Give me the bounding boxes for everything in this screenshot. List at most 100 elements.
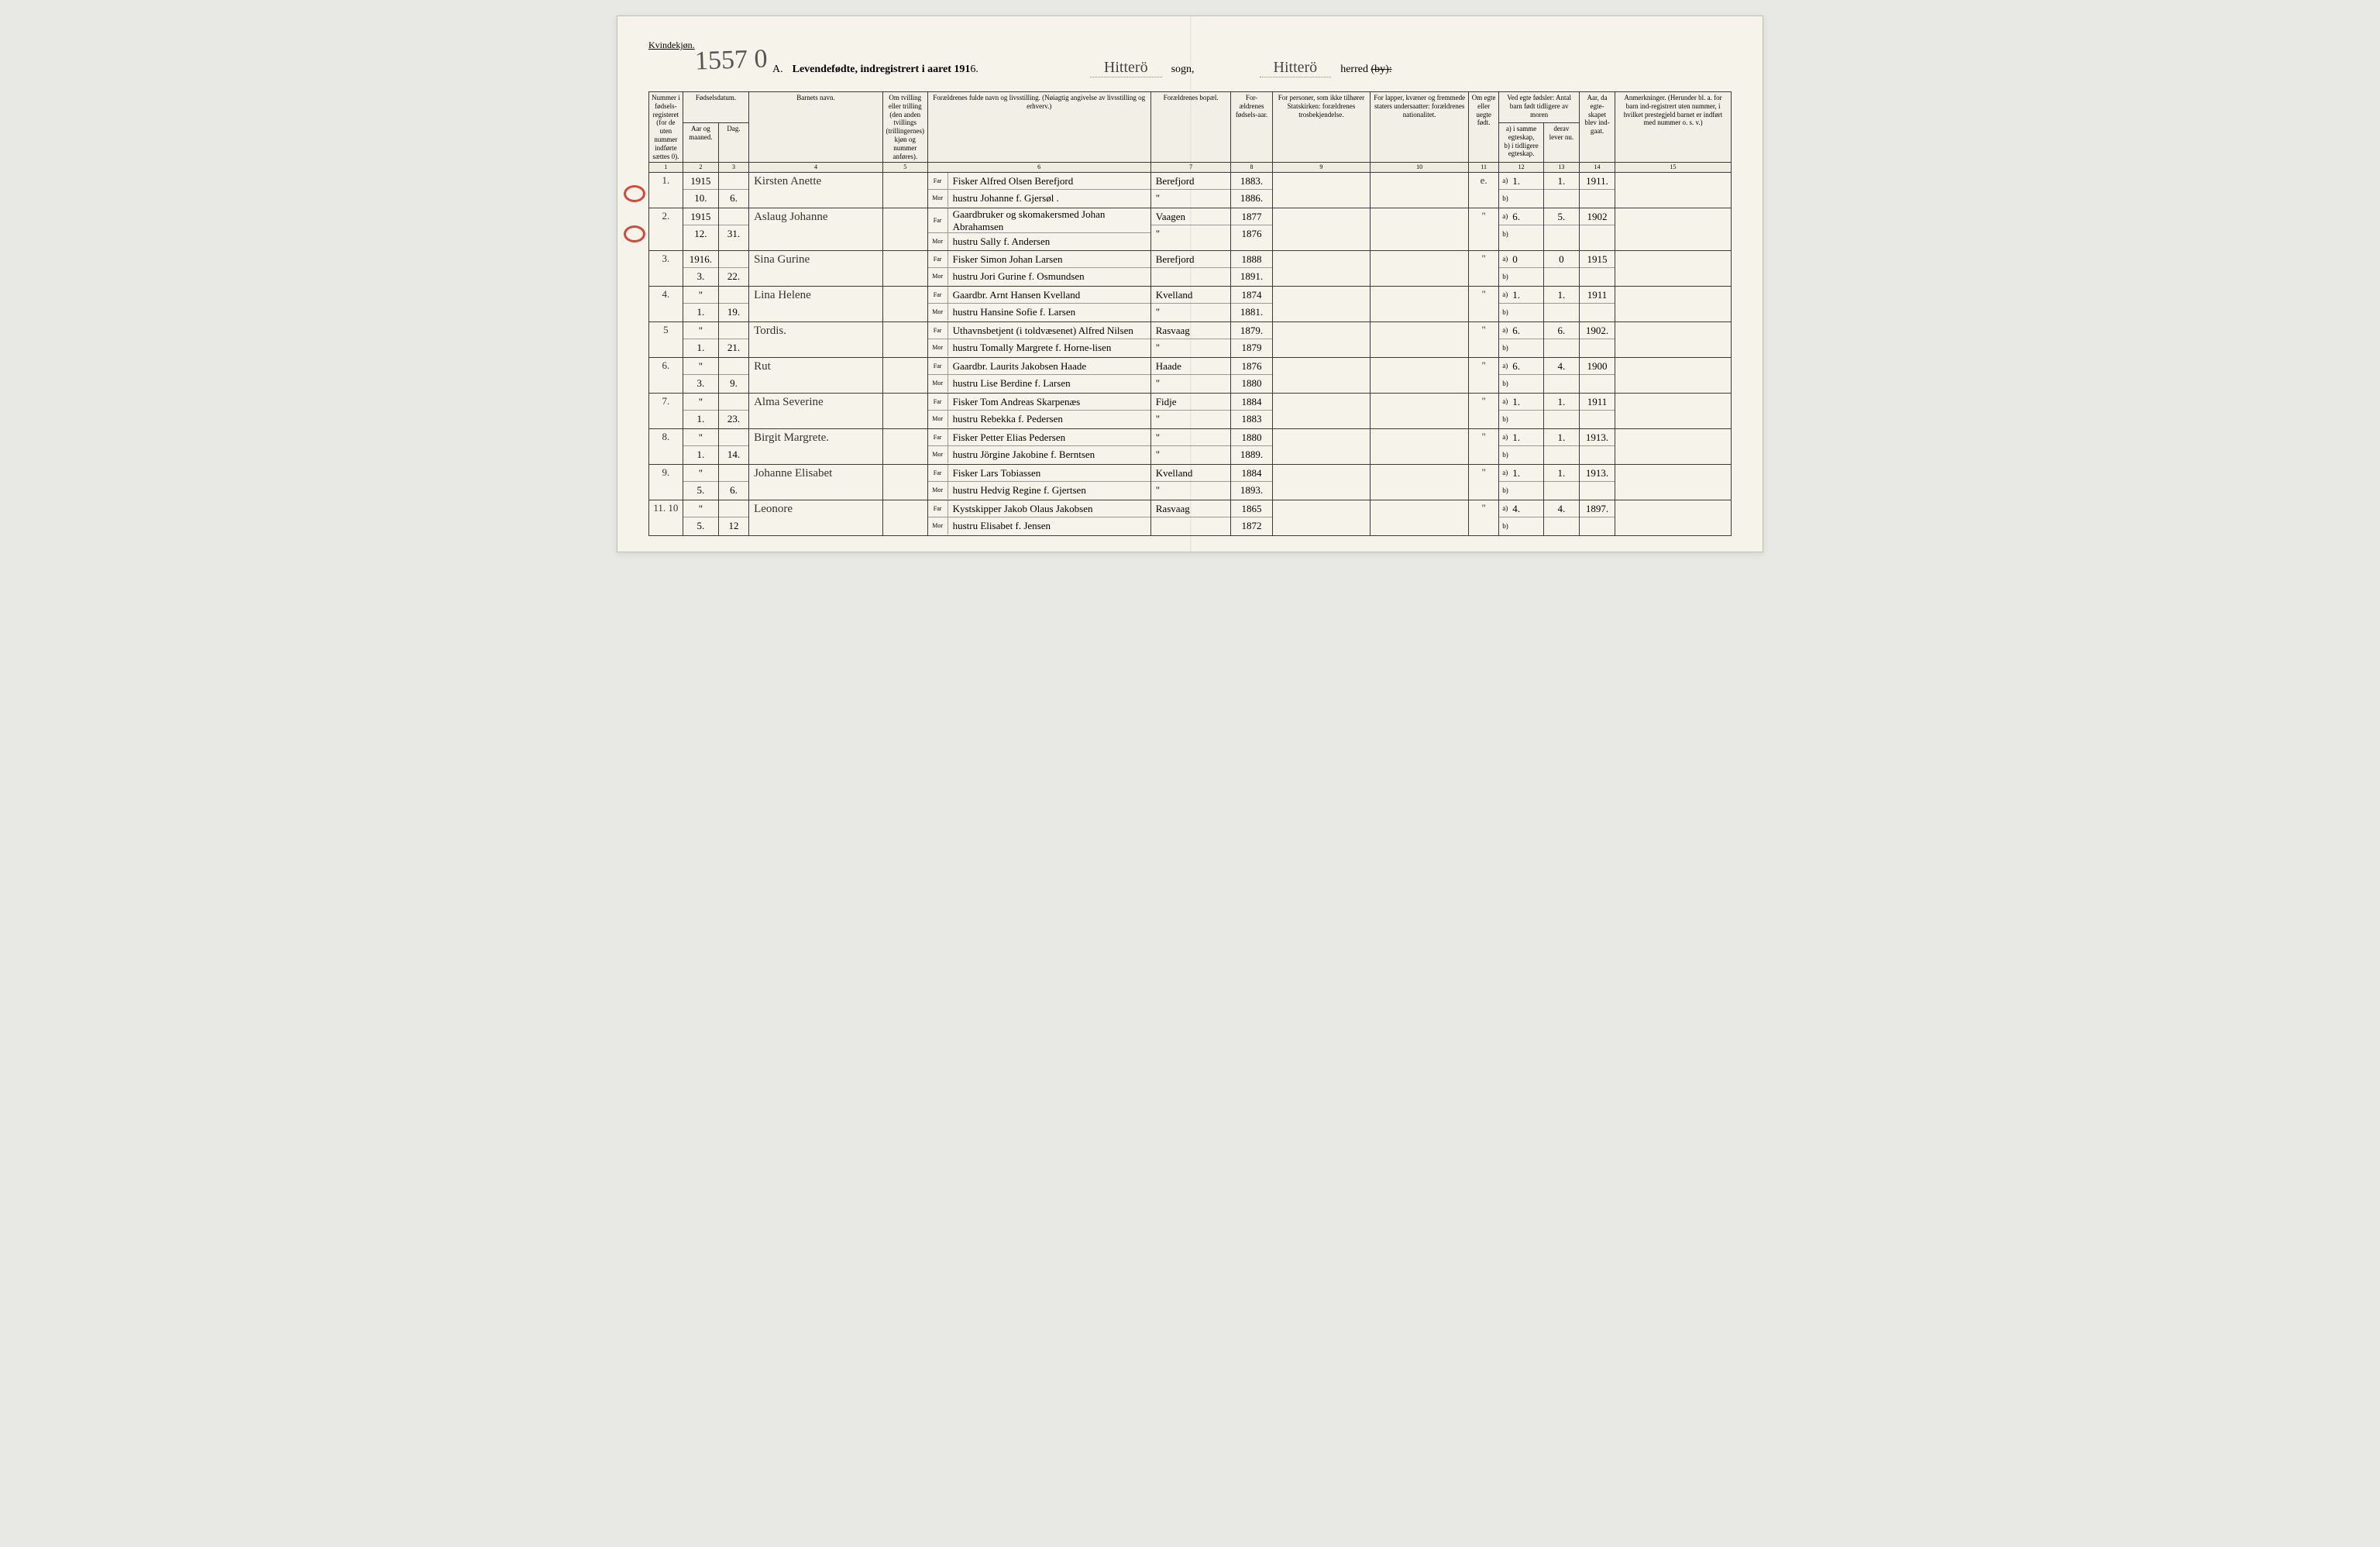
cell-num: 5 (649, 322, 683, 358)
cell-child-name: Aslaug Johanne (749, 208, 883, 250)
cell-remarks (1615, 322, 1732, 358)
cell-parent-year: 18651872 (1231, 500, 1272, 536)
cell-prior-alive: 5. (1543, 208, 1579, 250)
sogn-value: Hitterö (1090, 59, 1162, 77)
cell-religion (1272, 358, 1371, 394)
cell-prior-a: a)0 b) (1499, 251, 1544, 287)
cell-legit: " (1469, 429, 1499, 465)
cell-num: 3. (649, 251, 683, 287)
cell-twin (882, 208, 927, 250)
cell-year-month: 191510. (683, 172, 718, 208)
cell-nationality (1371, 208, 1469, 250)
table-row: 11. 10 "5. 12 Leonore FarKystskipper Jak… (649, 500, 1732, 536)
cell-twin (882, 172, 927, 208)
cell-legit: " (1469, 251, 1499, 287)
cell-parents: FarUthavnsbetjent (i toldvæsenet) Alfred… (927, 322, 1150, 358)
cell-year-month: "3. (683, 358, 718, 394)
handwritten-number: 1557 0 (694, 44, 768, 76)
cell-remarks (1615, 429, 1732, 465)
cell-parents: FarGaardbr. Arnt Hansen Kvelland Morhust… (927, 287, 1150, 322)
cell-residence: Kvelland " (1150, 287, 1231, 322)
h-13: derav lever nu. (1543, 122, 1579, 162)
cell-religion (1272, 429, 1371, 465)
cell-nationality (1371, 465, 1469, 500)
cell-parent-year: 18881891. (1231, 251, 1272, 287)
cell-legit: " (1469, 322, 1499, 358)
cell-nationality (1371, 287, 1469, 322)
cell-parents: FarFisker Petter Elias Pedersen Morhustr… (927, 429, 1150, 465)
cell-num: 11. 10 (649, 500, 683, 536)
cell-parents: FarFisker Lars Tobiassen Morhustru Hedvi… (927, 465, 1150, 500)
cell-year-month: "1. (683, 287, 718, 322)
cell-parent-year: 18841883 (1231, 394, 1272, 429)
herred-strike: (by): (1371, 64, 1391, 75)
cell-prior-alive: 1. (1543, 465, 1579, 500)
cell-nationality (1371, 322, 1469, 358)
cell-religion (1272, 322, 1371, 358)
cell-residence: " " (1150, 429, 1231, 465)
cell-child-name: Johanne Elisabet (749, 465, 883, 500)
cell-num: 9. (649, 465, 683, 500)
cell-residence: Berefjord (1150, 251, 1231, 287)
cell-child-name: Lina Helene (749, 287, 883, 322)
cell-parent-year: 1879.1879 (1231, 322, 1272, 358)
cell-legit: " (1469, 465, 1499, 500)
cell-twin (882, 429, 927, 465)
cell-prior-a: a)1. b) (1499, 465, 1544, 500)
cell-residence: Rasvaag " (1150, 322, 1231, 358)
cell-religion (1272, 287, 1371, 322)
cell-remarks (1615, 465, 1732, 500)
cell-remarks (1615, 500, 1732, 536)
cell-twin (882, 394, 927, 429)
cell-num: 1. (649, 172, 683, 208)
cell-religion (1272, 208, 1371, 250)
cell-residence: Haade " (1150, 358, 1231, 394)
cell-day: 21. (718, 322, 748, 358)
cell-legit: " (1469, 208, 1499, 250)
cell-day: 31. (718, 208, 748, 250)
h-nationality: For lapper, kvæner og fremmede staters u… (1371, 92, 1469, 163)
cell-num: 2. (649, 208, 683, 250)
cell-marriage-year: 1902 (1579, 208, 1615, 250)
table-row: 5 "1. 21. Tordis. FarUthavnsbetjent (i t… (649, 322, 1732, 358)
cell-prior-a: a)4. b) (1499, 500, 1544, 536)
cell-parents: FarGaardbruker og skomakersmed Johan Abr… (927, 208, 1150, 250)
cell-parent-year: 18801889. (1231, 429, 1272, 465)
cell-prior-alive: 4. (1543, 358, 1579, 394)
title-main: Levendefødte, indregistrert i aaret 191 (793, 64, 971, 75)
register-page: Kvindekjøn. 1557 0 A. Levendefødte, indr… (617, 15, 1763, 552)
cell-prior-alive: 6. (1543, 322, 1579, 358)
cell-day: 12 (718, 500, 748, 536)
cell-parent-year: 18841893. (1231, 465, 1272, 500)
cell-remarks (1615, 394, 1732, 429)
cell-twin (882, 251, 927, 287)
h-residence: Forældrenes bopæl. (1150, 92, 1231, 163)
cell-marriage-year: 1900 (1579, 358, 1615, 394)
table-body: 1. 191510. 6. Kirsten Anette FarFisker A… (649, 172, 1732, 535)
cell-day: 6. (718, 172, 748, 208)
cell-year-month: "1. (683, 429, 718, 465)
h-religion: For personer, som ikke tilhører Statskir… (1272, 92, 1371, 163)
h-day: Dag. (718, 122, 748, 162)
h-name: Barnets navn. (749, 92, 883, 163)
cell-nationality (1371, 172, 1469, 208)
cell-num: 7. (649, 394, 683, 429)
gender-label: Kvindekjøn. (648, 40, 1732, 51)
cell-child-name: Rut (749, 358, 883, 394)
cell-marriage-year: 1897. (1579, 500, 1615, 536)
cell-marriage-year: 1911. (1579, 172, 1615, 208)
cell-religion (1272, 500, 1371, 536)
cell-child-name: Alma Severine (749, 394, 883, 429)
cell-nationality (1371, 251, 1469, 287)
cell-religion (1272, 394, 1371, 429)
h-year-month: Aar og maaned. (683, 122, 718, 162)
cell-year-month: 1916.3. (683, 251, 718, 287)
h-legit: Om egte eller uegte født. (1469, 92, 1499, 163)
cell-child-name: Tordis. (749, 322, 883, 358)
cell-parents: FarFisker Alfred Olsen Berefjord Morhust… (927, 172, 1150, 208)
cell-day: 9. (718, 358, 748, 394)
cell-residence: Vaagen " (1150, 208, 1231, 250)
margin-mark-1 (624, 185, 645, 202)
cell-child-name: Birgit Margrete. (749, 429, 883, 465)
cell-prior-a: a)1. b) (1499, 429, 1544, 465)
